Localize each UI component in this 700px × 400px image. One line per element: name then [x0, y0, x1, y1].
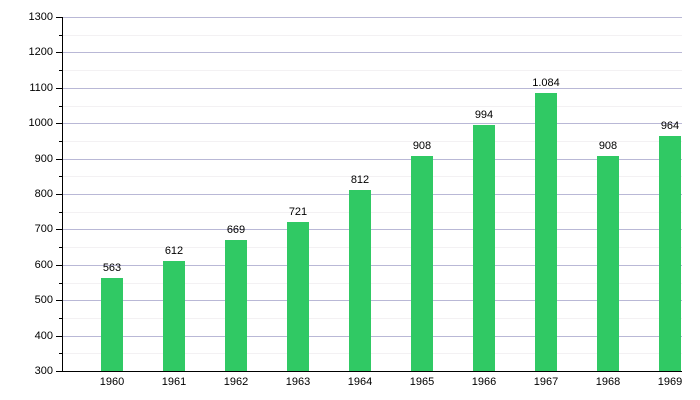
- y-major-tick: [56, 52, 62, 54]
- y-tick-label: 1200: [28, 46, 53, 59]
- gridline-major: [62, 300, 682, 302]
- y-major-tick: [56, 264, 62, 266]
- y-minor-tick: [59, 70, 62, 72]
- gridline-major: [62, 264, 682, 266]
- gridline-major: [62, 229, 682, 231]
- y-tick-label: 600: [34, 258, 53, 271]
- y-minor-tick: [59, 211, 62, 213]
- y-minor-tick: [59, 282, 62, 284]
- x-axis-line: [62, 371, 682, 372]
- y-tick-label: 1300: [28, 11, 53, 23]
- y-tick-label: 1100: [29, 81, 53, 94]
- bar-1968: [597, 155, 619, 371]
- y-minor-tick: [59, 105, 62, 107]
- y-tick-label: 700: [34, 223, 53, 236]
- y-tick-label: 800: [34, 188, 53, 200]
- y-minor-tick: [59, 353, 62, 355]
- bar-value-label: 1.084: [532, 77, 560, 90]
- y-tick-label: 900: [34, 152, 53, 165]
- bar-1966: [473, 125, 495, 371]
- y-axis-line: [62, 17, 63, 372]
- gridline-minor: [62, 34, 682, 36]
- x-tick-label: 1962: [223, 376, 249, 388]
- gridline-minor: [62, 70, 682, 72]
- bar-1969: [659, 135, 681, 371]
- y-minor-tick: [59, 317, 62, 319]
- bar-1965: [411, 155, 433, 371]
- bar-1964: [349, 189, 371, 371]
- bar-value-label: 612: [164, 244, 184, 257]
- y-minor-tick: [59, 176, 62, 178]
- x-tick-label: 1966: [471, 376, 497, 388]
- gridline-minor: [62, 140, 682, 142]
- y-tick-label: 300: [34, 365, 53, 377]
- y-minor-tick: [59, 140, 62, 142]
- x-tick-label: 1963: [285, 376, 311, 388]
- x-tick-label: 1969: [657, 376, 683, 388]
- gridline-minor: [62, 353, 682, 355]
- y-major-tick: [56, 87, 62, 89]
- bar-1961: [163, 260, 185, 371]
- gridline-major: [62, 17, 682, 18]
- bar-value-label: 563: [102, 261, 122, 274]
- y-tick-label: 500: [34, 294, 53, 307]
- gridline-minor: [62, 176, 682, 178]
- y-major-tick: [56, 123, 62, 125]
- y-tick-label: 1000: [28, 117, 53, 130]
- y-major-tick: [56, 371, 62, 372]
- y-major-tick: [56, 194, 62, 195]
- gridline-minor: [62, 247, 682, 249]
- gridline-minor: [62, 105, 682, 107]
- gridline-major: [62, 194, 682, 195]
- bar-1967: [535, 93, 557, 371]
- gridline-major: [62, 123, 682, 125]
- y-major-tick: [56, 335, 62, 337]
- x-tick-label: 1961: [161, 376, 187, 388]
- gridline-major: [62, 52, 682, 54]
- bar-1962: [225, 240, 247, 371]
- gridline-minor: [62, 282, 682, 284]
- x-tick-label: 1967: [533, 376, 559, 388]
- gridline-minor: [62, 211, 682, 213]
- bar-value-label: 908: [412, 139, 432, 152]
- y-tick-label: 400: [34, 329, 53, 342]
- bar-1960: [101, 277, 123, 371]
- x-tick-label: 1968: [595, 376, 621, 388]
- bar-value-label: 669: [226, 224, 246, 237]
- bar-value-label: 908: [598, 139, 618, 152]
- bar-value-label: 994: [474, 109, 494, 122]
- bar-value-label: 721: [288, 205, 308, 218]
- y-major-tick: [56, 229, 62, 231]
- gridline-major: [62, 335, 682, 337]
- gridline-major: [62, 87, 682, 89]
- x-tick-label: 1960: [99, 376, 125, 388]
- y-minor-tick: [59, 247, 62, 249]
- y-major-tick: [56, 300, 62, 302]
- bar-value-label: 812: [350, 173, 370, 186]
- bar-value-label: 964: [660, 119, 680, 132]
- x-tick-label: 1965: [409, 376, 435, 388]
- y-minor-tick: [59, 34, 62, 36]
- y-major-tick: [56, 158, 62, 160]
- gridline-major: [62, 158, 682, 160]
- y-major-tick: [56, 17, 62, 18]
- bar-1963: [287, 221, 309, 371]
- x-tick-label: 1964: [347, 376, 373, 388]
- gridline-minor: [62, 317, 682, 319]
